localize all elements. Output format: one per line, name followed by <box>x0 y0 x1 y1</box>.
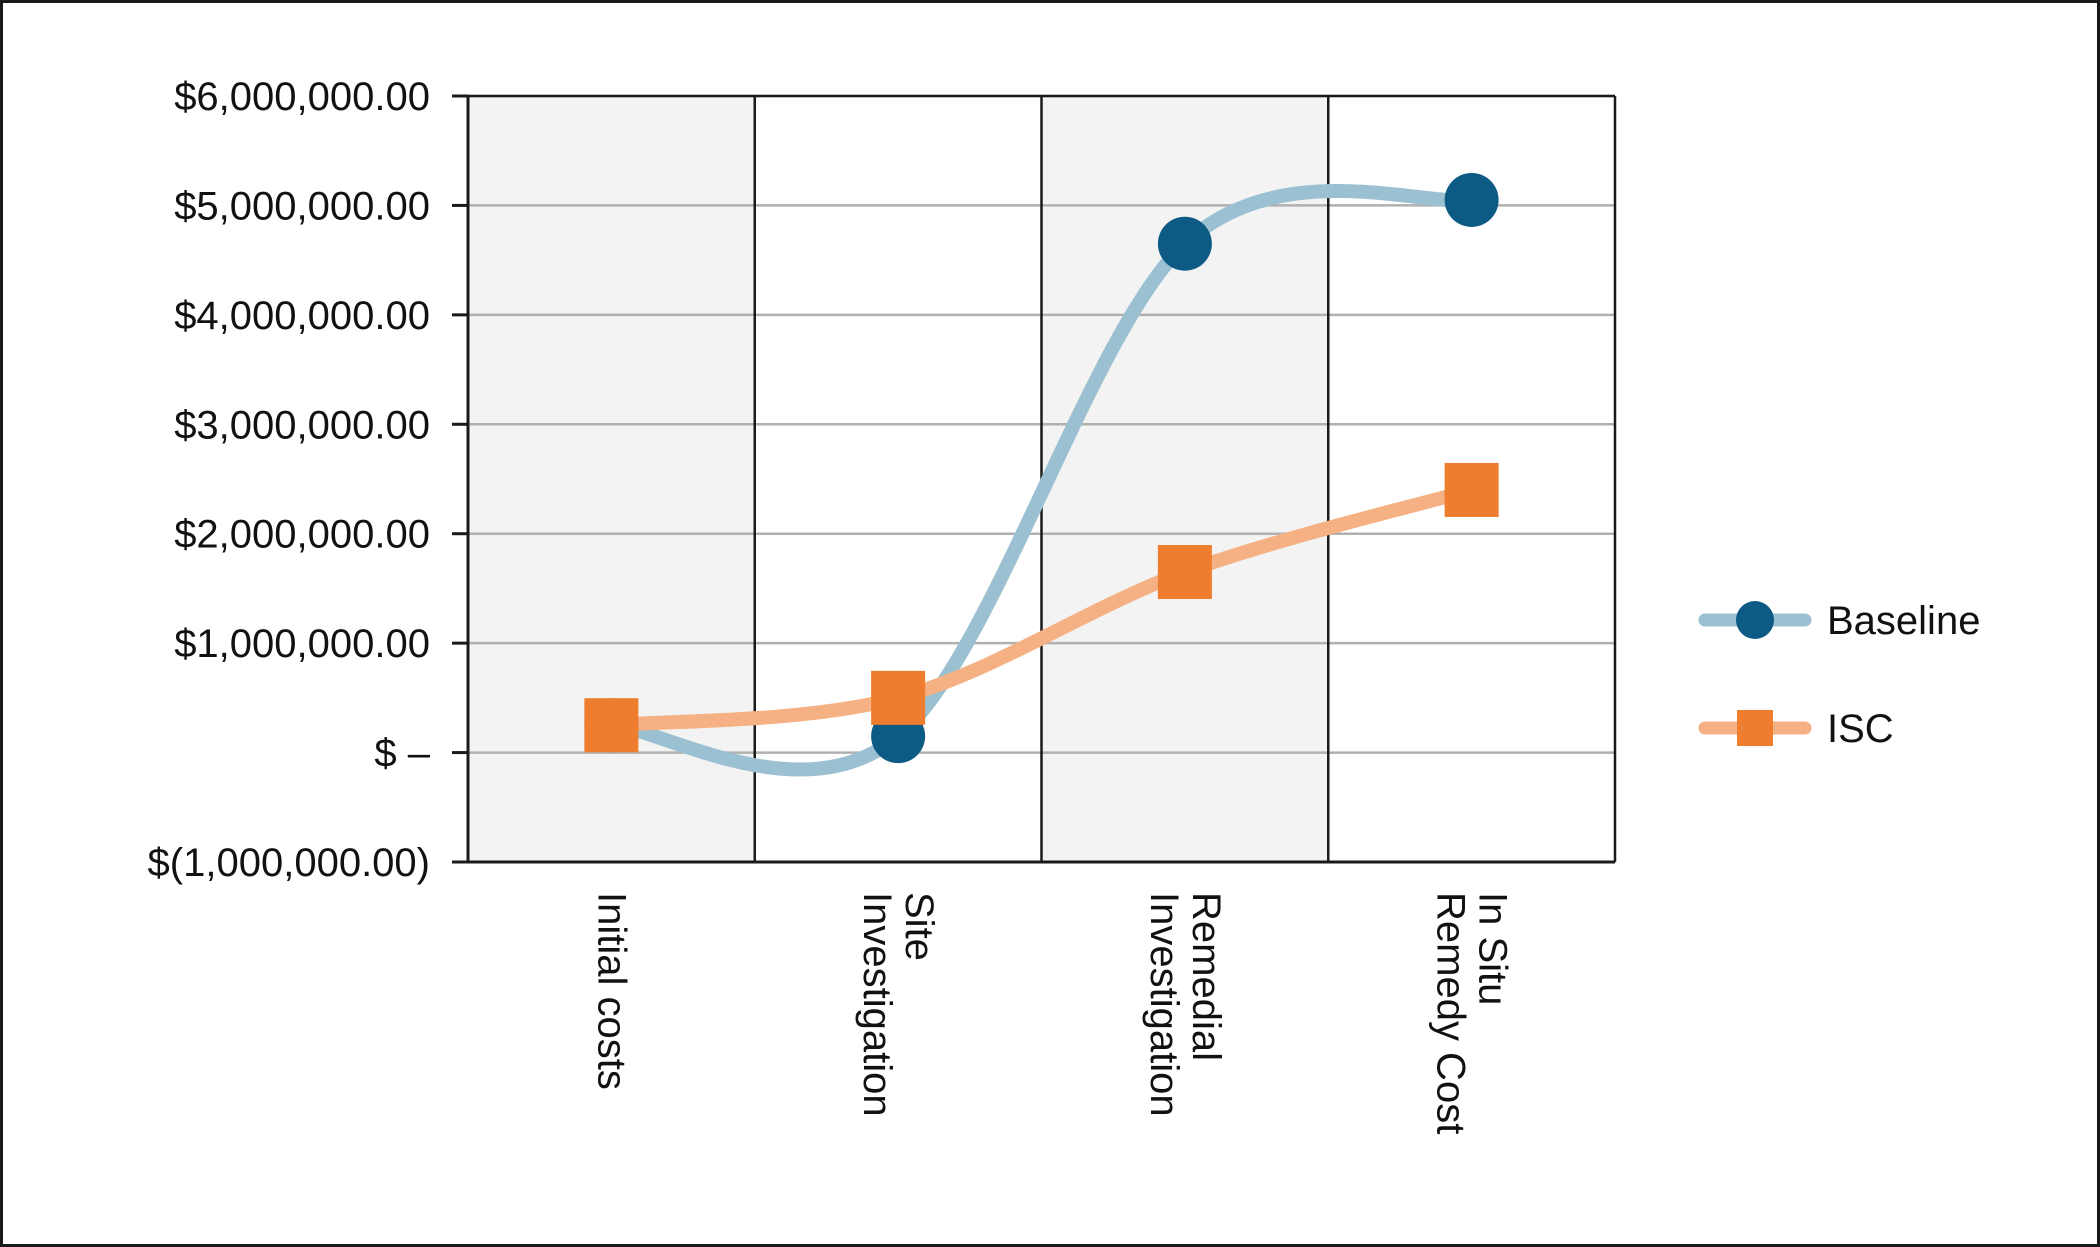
data-point-isc <box>584 698 639 753</box>
x-category-label-line: Investigation <box>855 892 899 1117</box>
y-tick-label: $5,000,000.00 <box>174 184 430 228</box>
data-point-isc <box>1444 462 1499 517</box>
data-point-baseline <box>1444 172 1499 227</box>
x-category-label: Initial costs <box>589 892 633 1090</box>
grid-lines <box>466 94 1617 864</box>
legend: Baseline ISC <box>1698 599 1980 751</box>
x-category-label-line: Initial costs <box>589 892 633 1090</box>
series-line-isc <box>604 482 1479 733</box>
series-lines <box>604 183 1479 777</box>
x-category-label-line: Remedy Cost <box>1429 892 1473 1134</box>
y-tick-label: $1,000,000.00 <box>174 622 430 666</box>
y-tick-label: $2,000,000.00 <box>174 513 430 557</box>
legend-label: Baseline <box>1827 599 1980 643</box>
legend-item-isc: ISC <box>1698 707 1894 751</box>
y-axis-ticks: $6,000,000.00 $5,000,000.00 $4,000,000.00 $… <box>148 75 468 885</box>
data-point-isc <box>1157 545 1212 600</box>
x-category-label-line: Investigation <box>1142 892 1186 1117</box>
legend-label: ISC <box>1827 707 1894 751</box>
series-line-baseline <box>604 183 1479 777</box>
x-category-label-line: In Situ <box>1471 892 1515 1005</box>
y-tick-label: $ – <box>374 732 430 776</box>
plot-band <box>1041 96 1329 862</box>
y-tick-label: $(1,000,000.00) <box>148 841 430 885</box>
data-point-isc <box>871 670 926 725</box>
series-markers <box>584 172 1499 764</box>
legend-marker <box>1736 601 1774 639</box>
x-category-label-line: Site <box>897 892 941 961</box>
y-tick-label: $6,000,000.00 <box>174 75 430 119</box>
x-category-label-line: Remedial <box>1184 892 1228 1061</box>
y-tick-label: $4,000,000.00 <box>174 294 430 338</box>
legend-marker <box>1737 710 1773 746</box>
data-point-baseline <box>1157 216 1212 271</box>
y-tick-label: $3,000,000.00 <box>174 403 430 447</box>
legend-item-baseline: Baseline <box>1698 599 1980 643</box>
